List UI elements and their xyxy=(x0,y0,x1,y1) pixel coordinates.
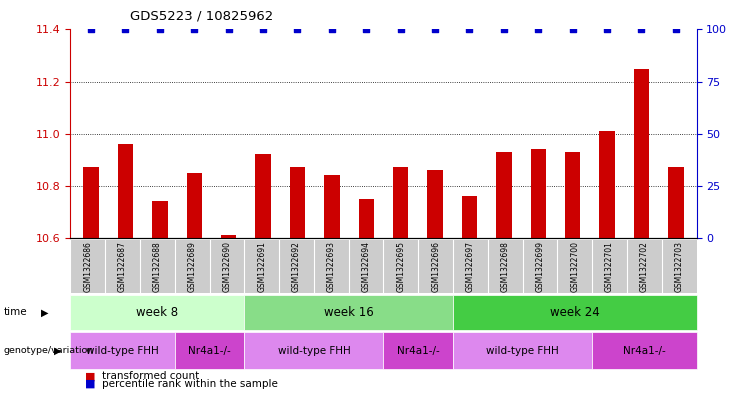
Point xyxy=(85,26,97,33)
Point xyxy=(532,26,544,33)
Point xyxy=(326,26,338,33)
Text: GSM1322694: GSM1322694 xyxy=(362,241,370,292)
Point xyxy=(223,26,235,33)
Point xyxy=(119,26,131,33)
Text: GSM1322695: GSM1322695 xyxy=(396,241,405,292)
Text: GSM1322698: GSM1322698 xyxy=(501,241,510,292)
Bar xyxy=(428,170,443,238)
Bar xyxy=(290,167,305,238)
Point xyxy=(257,26,269,33)
Bar xyxy=(531,149,546,238)
Text: Nr4a1-/-: Nr4a1-/- xyxy=(623,346,665,356)
Text: GSM1322687: GSM1322687 xyxy=(118,241,127,292)
Text: genotype/variation: genotype/variation xyxy=(4,346,94,355)
Text: wild-type FHH: wild-type FHH xyxy=(486,346,559,356)
Text: GSM1322690: GSM1322690 xyxy=(222,241,231,292)
Point xyxy=(670,26,682,33)
Text: Nr4a1-/-: Nr4a1-/- xyxy=(188,346,231,356)
Bar xyxy=(324,175,339,238)
Text: week 8: week 8 xyxy=(136,306,179,319)
Point xyxy=(636,26,648,33)
Bar xyxy=(359,199,374,238)
Point xyxy=(360,26,372,33)
Text: GSM1322696: GSM1322696 xyxy=(431,241,440,292)
Text: GSM1322703: GSM1322703 xyxy=(674,241,684,292)
Text: GSM1322689: GSM1322689 xyxy=(187,241,196,292)
Point xyxy=(291,26,303,33)
Text: GSM1322688: GSM1322688 xyxy=(153,241,162,292)
Bar xyxy=(256,154,270,238)
Bar xyxy=(565,152,580,238)
Bar xyxy=(634,68,649,238)
Bar xyxy=(668,167,684,238)
Bar xyxy=(152,201,167,238)
Point xyxy=(498,26,510,33)
Text: percentile rank within the sample: percentile rank within the sample xyxy=(102,379,277,389)
Text: week 24: week 24 xyxy=(550,306,599,319)
Bar xyxy=(462,196,477,238)
Bar xyxy=(393,167,408,238)
Bar xyxy=(599,131,615,238)
Text: ▶: ▶ xyxy=(54,346,62,356)
Text: GSM1322693: GSM1322693 xyxy=(327,241,336,292)
Bar xyxy=(83,167,99,238)
Point xyxy=(154,26,166,33)
Text: transformed count: transformed count xyxy=(102,371,199,381)
Point xyxy=(188,26,200,33)
Text: ■: ■ xyxy=(85,371,96,381)
Text: ■: ■ xyxy=(85,379,96,389)
Text: wild-type FHH: wild-type FHH xyxy=(86,346,159,356)
Text: GSM1322686: GSM1322686 xyxy=(83,241,93,292)
Point xyxy=(395,26,407,33)
Point xyxy=(464,26,476,33)
Text: week 16: week 16 xyxy=(324,306,373,319)
Text: GSM1322702: GSM1322702 xyxy=(640,241,649,292)
Point xyxy=(429,26,441,33)
Bar xyxy=(118,144,133,238)
Bar xyxy=(221,235,236,238)
Text: GSM1322692: GSM1322692 xyxy=(292,241,301,292)
Bar xyxy=(496,152,511,238)
Text: wild-type FHH: wild-type FHH xyxy=(278,346,350,356)
Text: ▶: ▶ xyxy=(41,307,48,318)
Text: GSM1322699: GSM1322699 xyxy=(536,241,545,292)
Text: GSM1322691: GSM1322691 xyxy=(257,241,266,292)
Text: GSM1322697: GSM1322697 xyxy=(466,241,475,292)
Text: GSM1322701: GSM1322701 xyxy=(605,241,614,292)
Point xyxy=(601,26,613,33)
Text: Nr4a1-/-: Nr4a1-/- xyxy=(397,346,439,356)
Bar xyxy=(187,173,202,238)
Text: GSM1322700: GSM1322700 xyxy=(571,241,579,292)
Text: GDS5223 / 10825962: GDS5223 / 10825962 xyxy=(130,10,273,23)
Text: time: time xyxy=(4,307,27,318)
Point xyxy=(567,26,579,33)
